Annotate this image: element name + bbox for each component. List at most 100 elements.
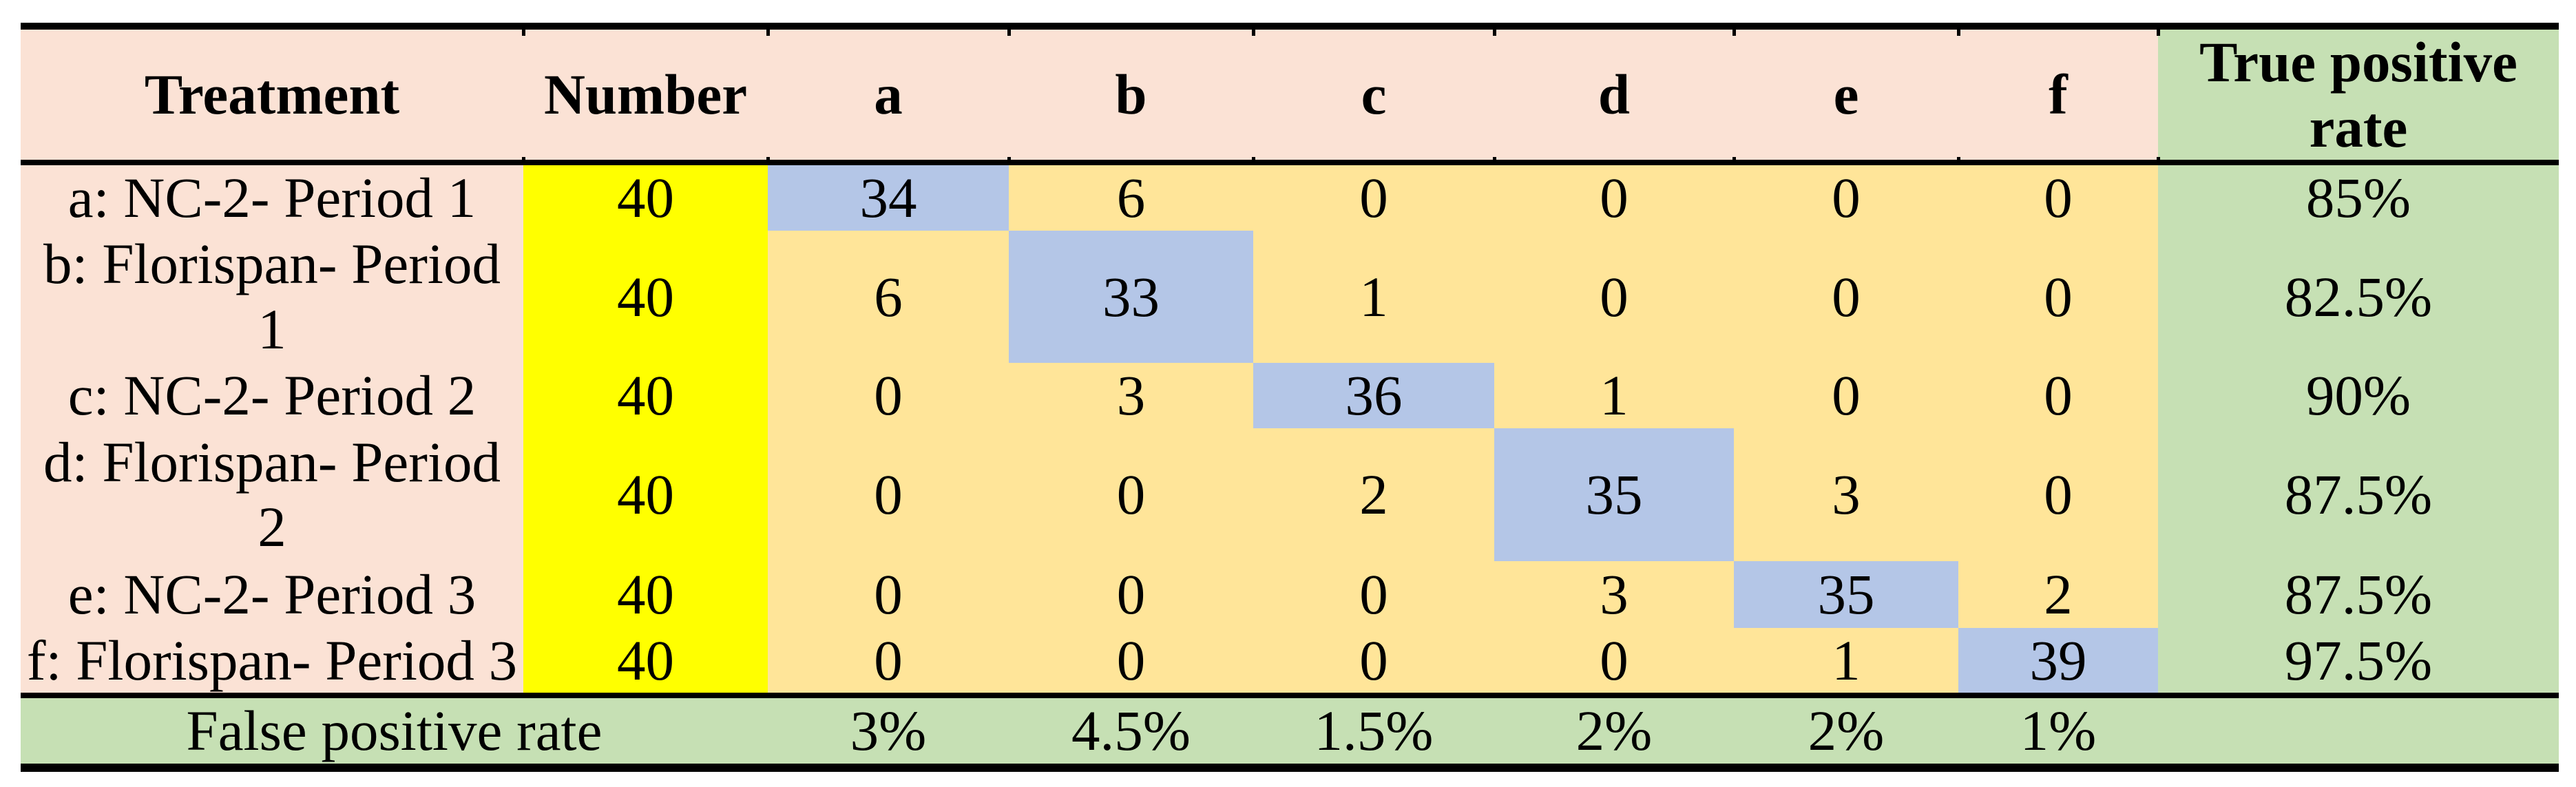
cell-a-e: 0 (1734, 162, 1958, 231)
footer-cell-b: 4.5% (1009, 693, 1253, 768)
column-tick (1732, 157, 1736, 163)
cell-d-e: 3 (1734, 428, 1958, 561)
footer-label-false-positive-rate: False positive rate (21, 693, 768, 768)
cell-d-a: 0 (768, 428, 1009, 561)
number-cell-e: 40 (523, 560, 768, 628)
cell-e-d: 3 (1494, 560, 1734, 628)
number-cell-a: 40 (523, 162, 768, 231)
column-tick (766, 30, 770, 36)
cell-f-f: 39 (1958, 627, 2158, 696)
cell-f-d: 0 (1494, 627, 1734, 696)
number-cell-f: 40 (523, 627, 768, 696)
cell-f-b: 0 (1009, 627, 1253, 696)
header-true-positive-rate-label: True positive rate (2199, 30, 2517, 159)
column-tick (1007, 30, 1011, 36)
tpr-cell-d: 87.5% (2158, 428, 2559, 561)
footer-cell-d: 2% (1494, 693, 1734, 768)
table-row-b: b: Florispan- Period 1 40 6 33 1 0 0 0 8… (21, 230, 2559, 363)
cell-c-b: 3 (1009, 362, 1253, 428)
row-label-c: c: NC-2- Period 2 (21, 362, 523, 428)
cell-e-c: 0 (1253, 560, 1494, 628)
column-tick (1493, 30, 1496, 36)
tpr-cell-c: 90% (2158, 362, 2559, 428)
cell-e-e: 35 (1734, 560, 1958, 628)
cell-a-d: 0 (1494, 162, 1734, 231)
cell-f-a: 0 (768, 627, 1009, 696)
number-cell-b: 40 (523, 230, 768, 363)
cell-b-b: 33 (1009, 230, 1253, 363)
column-tick (522, 157, 525, 163)
footer-cell-e: 2% (1734, 693, 1958, 768)
cell-e-f: 2 (1958, 560, 2158, 628)
row-label-b-text: b: Florispan- Period 1 (43, 232, 501, 361)
confusion-matrix-table: Treatment Number a b c d e f True positi… (21, 23, 2559, 773)
cell-f-e: 1 (1734, 627, 1958, 696)
header-cell-number: Number (523, 26, 768, 166)
row-label-f-text: f: Florispan- Period 3 (26, 628, 518, 692)
footer-cell-true-positive-rate-empty (2158, 693, 2559, 768)
table-row-f: f: Florispan- Period 3 40 0 0 0 0 1 39 9… (21, 627, 2559, 696)
header-cell-true-positive-rate: True positive rate (2158, 26, 2559, 166)
header-cell-f: f (1958, 26, 2158, 166)
column-tick (2157, 157, 2160, 163)
row-label-c-text: c: NC-2- Period 2 (67, 364, 477, 428)
column-tick (2157, 30, 2160, 36)
cell-e-a: 0 (768, 560, 1009, 628)
column-tick (1007, 157, 1011, 163)
header-cell-d: d (1494, 26, 1734, 166)
cell-d-c: 2 (1253, 428, 1494, 561)
number-cell-d: 40 (523, 428, 768, 561)
header-cell-e: e (1734, 26, 1958, 166)
table-row-e: e: NC-2- Period 3 40 0 0 0 3 35 2 87.5% (21, 560, 2559, 628)
cell-c-c: 36 (1253, 362, 1494, 428)
cell-a-a: 34 (768, 162, 1009, 231)
cell-a-b: 6 (1009, 162, 1253, 231)
tpr-cell-a: 85% (2158, 162, 2559, 231)
column-tick (1252, 157, 1255, 163)
cell-b-c: 1 (1253, 230, 1494, 363)
row-label-d-text: d: Florispan- Period 2 (43, 430, 501, 559)
header-cell-a: a (768, 26, 1009, 166)
column-tick (1957, 157, 1960, 163)
header-row: Treatment Number a b c d e f True positi… (21, 26, 2559, 166)
cell-b-f: 0 (1958, 230, 2158, 363)
table-row-c: c: NC-2- Period 2 40 0 3 36 1 0 0 90% (21, 362, 2559, 428)
table-row-d: d: Florispan- Period 2 40 0 0 2 35 3 0 8… (21, 428, 2559, 561)
cell-d-d: 35 (1494, 428, 1734, 561)
cell-c-e: 0 (1734, 362, 1958, 428)
cell-c-d: 1 (1494, 362, 1734, 428)
confusion-matrix-figure: Treatment Number a b c d e f True positi… (21, 23, 2559, 773)
cell-b-e: 0 (1734, 230, 1958, 363)
cell-b-d: 0 (1494, 230, 1734, 363)
column-tick (1957, 30, 1960, 36)
footer-row: False positive rate 3% 4.5% 1.5% 2% 2% 1… (21, 693, 2559, 768)
row-label-a-text: a: NC-2- Period 1 (67, 166, 477, 230)
header-cell-b: b (1009, 26, 1253, 166)
column-tick (522, 30, 525, 36)
row-label-d: d: Florispan- Period 2 (21, 428, 523, 561)
cell-a-c: 0 (1253, 162, 1494, 231)
table-body: a: NC-2- Period 1 40 34 6 0 0 0 0 85% b:… (21, 162, 2559, 696)
row-label-e-text: e: NC-2- Period 3 (67, 563, 477, 627)
header-cell-c: c (1253, 26, 1494, 166)
tpr-cell-e: 87.5% (2158, 560, 2559, 628)
cell-a-f: 0 (1958, 162, 2158, 231)
footer-cell-f: 1% (1958, 693, 2158, 768)
tpr-cell-f: 97.5% (2158, 627, 2559, 696)
column-tick (1493, 157, 1496, 163)
cell-b-a: 6 (768, 230, 1009, 363)
footer-cell-c: 1.5% (1253, 693, 1494, 768)
cell-c-f: 0 (1958, 362, 2158, 428)
cell-d-b: 0 (1009, 428, 1253, 561)
row-label-b: b: Florispan- Period 1 (21, 230, 523, 363)
footer-cell-a: 3% (768, 693, 1009, 768)
row-label-f: f: Florispan- Period 3 (21, 627, 523, 696)
cell-c-a: 0 (768, 362, 1009, 428)
number-cell-c: 40 (523, 362, 768, 428)
cell-d-f: 0 (1958, 428, 2158, 561)
cell-e-b: 0 (1009, 560, 1253, 628)
table-footer: False positive rate 3% 4.5% 1.5% 2% 2% 1… (21, 693, 2559, 768)
table-header: Treatment Number a b c d e f True positi… (21, 26, 2559, 166)
table-row-a: a: NC-2- Period 1 40 34 6 0 0 0 0 85% (21, 162, 2559, 231)
cell-f-c: 0 (1253, 627, 1494, 696)
